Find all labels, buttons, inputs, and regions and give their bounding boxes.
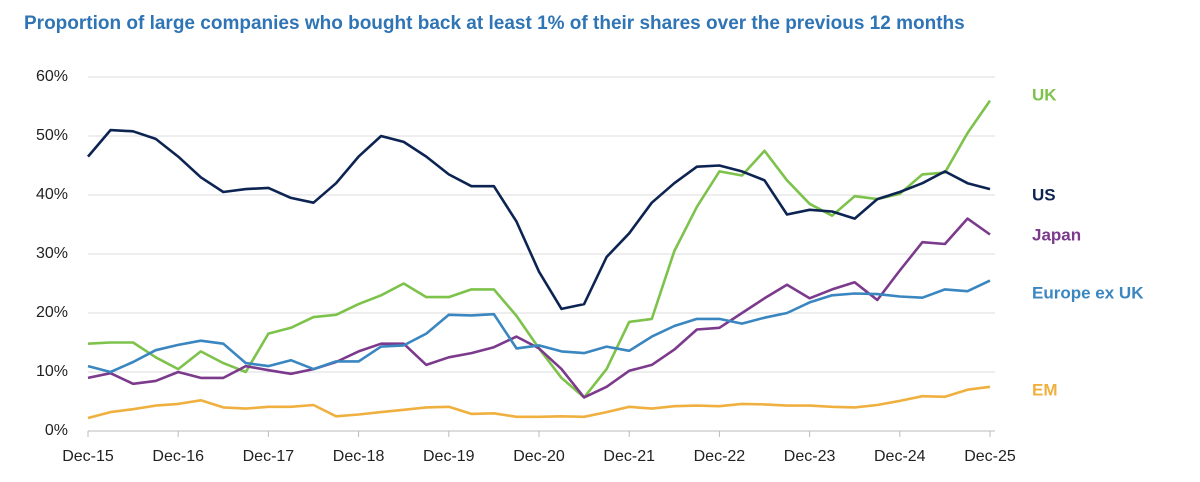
legend-label: Japan xyxy=(1032,225,1081,244)
series-line xyxy=(87,385,991,420)
x-tick-label: Dec-19 xyxy=(423,448,475,465)
legend-label: US xyxy=(1032,185,1056,204)
x-tick-label: Dec-21 xyxy=(603,448,655,465)
y-tick-label: 40% xyxy=(36,186,68,203)
x-tick-label: Dec-22 xyxy=(694,448,746,465)
legend-label: EM xyxy=(1032,380,1058,399)
x-tick-label: Dec-17 xyxy=(243,448,295,465)
y-tick-label: 0% xyxy=(45,422,68,439)
chart-title: Proportion of large companies who bought… xyxy=(24,13,965,34)
x-tick-label: Dec-15 xyxy=(62,448,114,465)
legend-label: UK xyxy=(1032,85,1057,104)
y-tick-label: 50% xyxy=(36,127,68,144)
y-tick-label: 60% xyxy=(36,68,68,85)
x-tick-label: Dec-24 xyxy=(874,448,926,465)
x-tick-label: Dec-23 xyxy=(784,448,836,465)
y-tick-label: 10% xyxy=(36,363,68,380)
y-tick-label: 30% xyxy=(36,245,68,262)
x-tick-label: Dec-25 xyxy=(964,448,1016,465)
series-line xyxy=(87,99,992,399)
x-tick-label: Dec-18 xyxy=(333,448,385,465)
y-tick-label: 20% xyxy=(36,304,68,321)
series-line xyxy=(87,217,991,399)
series-line xyxy=(87,279,991,374)
series-line xyxy=(87,128,991,311)
x-tick-label: Dec-20 xyxy=(513,448,565,465)
x-tick-label: Dec-16 xyxy=(152,448,204,465)
legend-label: Europe ex UK xyxy=(1032,283,1144,302)
